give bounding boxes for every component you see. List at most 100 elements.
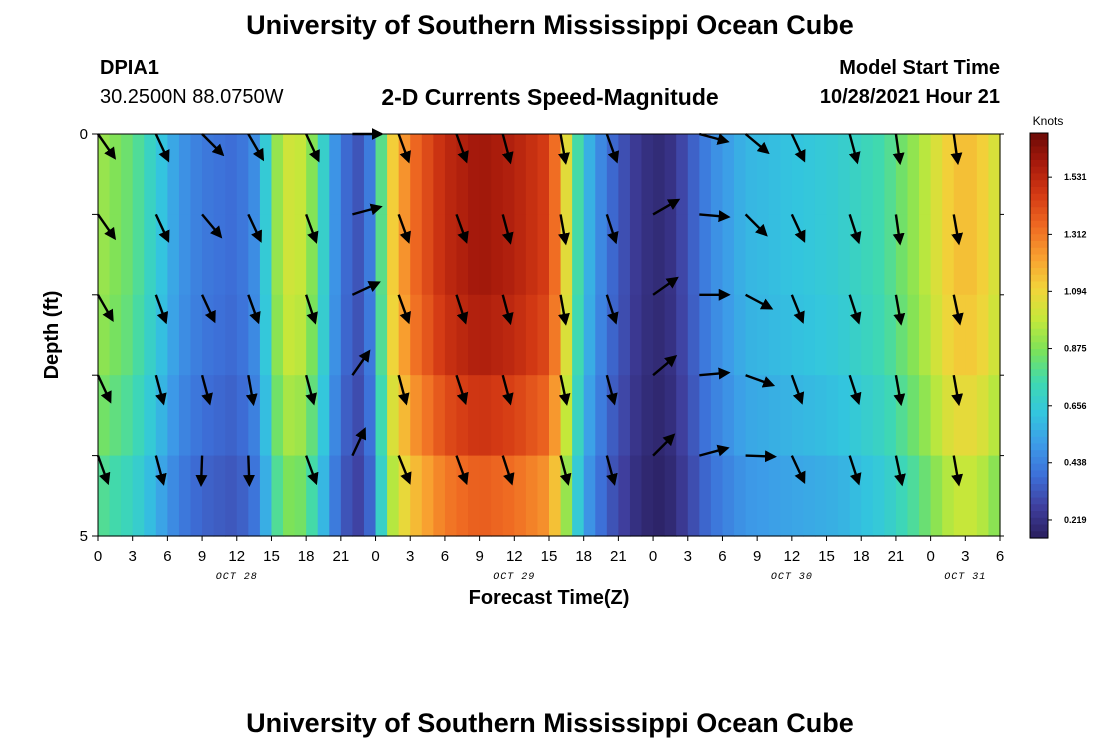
heatmap-cell: [178, 214, 192, 296]
heatmap-cell: [699, 294, 712, 376]
heatmap-cell: [283, 375, 296, 457]
heatmap-cell: [132, 455, 145, 537]
heatmap-cell: [676, 455, 689, 537]
current-vector: [950, 133, 963, 166]
current-vector: [305, 133, 320, 163]
heatmap-cell: [190, 134, 203, 215]
heatmap-cell: [525, 294, 539, 376]
heatmap-cell: [884, 455, 897, 537]
heatmap-cell: [317, 294, 330, 376]
heatmap-cell: [283, 214, 296, 296]
heatmap-cell: [849, 455, 862, 537]
heatmap-cell: [653, 134, 666, 215]
x-tick-label: 15: [541, 548, 558, 565]
current-vector: [745, 374, 776, 388]
heatmap-cell: [167, 455, 180, 537]
current-vector: [848, 294, 862, 325]
heatmap-cell: [340, 214, 354, 296]
heatmap-cell: [757, 134, 770, 215]
heatmap-cell: [213, 455, 226, 537]
heatmap-cell: [965, 455, 978, 537]
heatmap-cell: [456, 375, 469, 457]
current-vector: [893, 294, 906, 326]
current-vector: [245, 374, 258, 407]
heatmap-cell: [849, 134, 862, 215]
heatmap-cell: [421, 455, 434, 537]
heatmap-cell: [757, 294, 770, 376]
heatmap-cell: [757, 455, 770, 537]
heatmap-cell: [745, 134, 758, 215]
heatmap-cell: [710, 375, 724, 457]
model-start-label: Model Start Time: [839, 57, 1000, 79]
heatmap-cell: [549, 455, 562, 537]
heatmap-cell: [109, 455, 122, 537]
heatmap-cell: [780, 455, 793, 537]
heatmap-cell: [456, 294, 469, 376]
heatmap-cell: [98, 134, 111, 215]
colorbar-segment: [1030, 166, 1048, 175]
heatmap-cell: [976, 294, 990, 376]
current-vector: [154, 213, 170, 243]
heatmap-cell: [907, 375, 920, 457]
heatmap-cell: [872, 294, 885, 376]
heatmap-cell: [121, 375, 134, 457]
current-vector: [605, 294, 619, 325]
colorbar-segment: [1030, 423, 1048, 431]
heatmap-cell: [155, 375, 168, 457]
current-vector: [200, 294, 216, 324]
colorbar-tick-label: 1.094: [1064, 286, 1087, 296]
heatmap-cell: [734, 134, 747, 215]
current-vector: [892, 214, 905, 246]
current-vector: [605, 455, 618, 486]
heatmap-cell: [433, 294, 446, 376]
heatmap-cell: [410, 375, 423, 457]
heatmap-cell: [236, 134, 249, 215]
heatmap-cell: [653, 294, 666, 376]
heatmap-cell: [178, 294, 192, 376]
heatmap-cell: [722, 294, 735, 376]
heatmap-cell: [375, 214, 388, 296]
heatmap-cell: [352, 455, 365, 537]
heatmap-cell: [814, 375, 828, 457]
heatmap-cell: [583, 455, 596, 537]
heatmap-cell: [363, 375, 377, 457]
heatmap-cell: [930, 214, 943, 296]
colorbar-segment: [1030, 457, 1048, 465]
heatmap-cell: [872, 134, 885, 215]
colorbar-segment: [1030, 328, 1048, 337]
heatmap-cell: [352, 294, 365, 376]
y-tick-label: 5: [80, 528, 88, 545]
heatmap-cell: [433, 375, 446, 457]
x-tick-label: 3: [684, 548, 692, 565]
model-start-value: 10/28/2021 Hour 21: [819, 86, 1000, 108]
heatmap-cell: [814, 294, 828, 376]
colorbar-segment: [1030, 382, 1048, 391]
heatmap-cell: [872, 455, 885, 537]
heatmap-cell: [317, 375, 330, 457]
heatmap-cell: [768, 214, 781, 296]
heatmap-cell: [433, 455, 446, 537]
current-vector: [790, 374, 805, 405]
current-vector: [652, 198, 681, 216]
heatmap-cell: [861, 134, 874, 215]
colorbar-tick-label: 0.875: [1064, 344, 1087, 354]
colorbar-frame: [1029, 132, 1049, 539]
heatmap-cell: [271, 134, 284, 215]
chart-title: University of Southern Mississippi Ocean…: [246, 10, 854, 40]
heatmap-cell: [849, 214, 862, 296]
heatmap-cell: [271, 214, 284, 296]
colorbar-segment: [1030, 234, 1048, 242]
heatmap-cell: [433, 214, 446, 296]
heatmap-cell: [583, 214, 596, 296]
heatmap-cell: [479, 294, 492, 376]
heatmap-cell: [537, 455, 550, 537]
heatmap-cell: [942, 214, 955, 296]
current-vector: [351, 427, 367, 457]
current-vector: [744, 133, 770, 155]
heatmap-cell: [676, 214, 689, 296]
colorbar-segment: [1030, 355, 1048, 364]
heatmap-cell: [734, 214, 747, 296]
heatmap-cell: [872, 214, 885, 296]
heatmap-cell: [410, 134, 423, 215]
heatmap-cell: [537, 134, 550, 215]
